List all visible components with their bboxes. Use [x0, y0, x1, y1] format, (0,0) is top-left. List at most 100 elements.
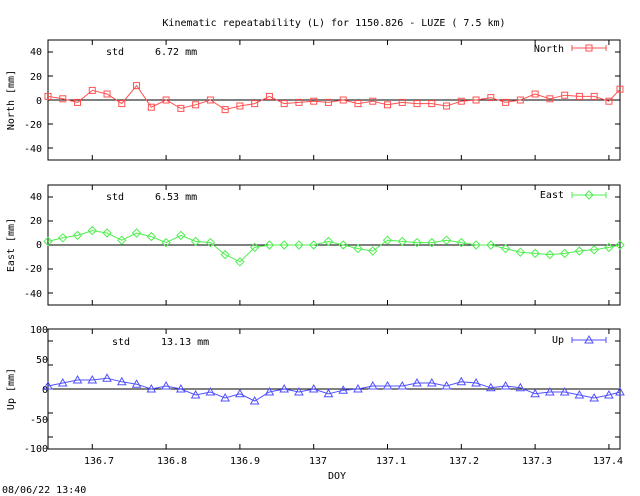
- north-data-point: [590, 92, 598, 100]
- x-tick-label: 136.7: [84, 456, 114, 467]
- east-data-point: [117, 235, 127, 245]
- north-data-point: [354, 100, 362, 108]
- east-data-point: [574, 246, 585, 256]
- east-data-point: [545, 249, 555, 260]
- up-data-point: [338, 385, 349, 394]
- up-data-point: [545, 386, 555, 396]
- up-data-point: [205, 386, 216, 396]
- up-data-point: [220, 392, 230, 402]
- north-data-point: [384, 101, 392, 109]
- north-data-point: [616, 85, 624, 93]
- up-data-point: [559, 386, 570, 396]
- east-data-point: [412, 237, 422, 248]
- up-data-point: [294, 386, 304, 396]
- y-tick-label: 0: [36, 96, 42, 107]
- east-data-point: [235, 257, 245, 267]
- east-data-point: [190, 236, 201, 247]
- up-data-point: [279, 383, 290, 393]
- north-data-point: [310, 97, 318, 105]
- east-data-point: [264, 240, 275, 250]
- east-legend-label: East: [540, 190, 564, 201]
- east-std-label: std: [106, 192, 124, 203]
- east-ylabel: East [mm]: [6, 218, 17, 272]
- up-data-point: [87, 374, 98, 384]
- north-data-point: [118, 100, 126, 108]
- north-data-point: [88, 86, 96, 94]
- up-y-ticks: 100 50 0 -50 -100: [24, 325, 48, 455]
- north-data-point: [561, 91, 569, 99]
- north-data-point: [251, 100, 259, 108]
- north-data-point: [605, 97, 613, 105]
- east-data-point: [515, 247, 526, 257]
- north-data-point: [59, 95, 67, 103]
- north-data-point: [162, 96, 170, 104]
- north-data-point: [295, 98, 303, 106]
- x-tick-label: 137: [309, 456, 327, 467]
- up-data-point: [367, 380, 378, 390]
- east-data-point: [205, 237, 216, 248]
- east-data-point: [338, 240, 348, 250]
- x-tick-label: 137.2: [449, 456, 479, 467]
- up-data-point: [397, 380, 408, 390]
- y-tick-label: -40: [24, 144, 42, 155]
- east-data-point: [220, 249, 230, 260]
- y-tick-label: -20: [24, 120, 42, 131]
- up-data-point: [131, 379, 142, 388]
- north-data-point: [147, 103, 155, 111]
- east-data-point: [382, 235, 393, 245]
- up-data-point: [382, 380, 393, 390]
- north-data-point: [44, 92, 52, 100]
- up-data-point: [264, 386, 275, 396]
- north-data-point: [398, 98, 406, 106]
- up-data-point: [323, 388, 334, 398]
- east-data-point: [176, 230, 186, 241]
- north-data-point: [516, 96, 524, 104]
- north-data-point: [339, 96, 347, 104]
- y-tick-label: 40: [30, 47, 42, 58]
- up-data-point: [441, 380, 452, 390]
- up-data-point: [615, 386, 625, 396]
- x-axis-label: DOY: [328, 471, 346, 482]
- north-series-line: [47, 84, 621, 111]
- y-tick-label: 100: [30, 325, 48, 336]
- north-data-point: [575, 92, 583, 100]
- east-data-point: [397, 236, 407, 247]
- north-ylabel: North [mm]: [6, 70, 17, 130]
- north-data-point: [265, 92, 273, 100]
- up-data-point: [116, 376, 127, 386]
- north-y-ticks: 40 20 0 -20 -40: [24, 47, 42, 155]
- north-std-value: 6.72 mm: [155, 47, 197, 58]
- north-data-point: [221, 106, 229, 114]
- north-data-point: [280, 100, 288, 108]
- east-data-point: [471, 240, 481, 250]
- up-data-point: [146, 383, 157, 393]
- up-legend-marker: [571, 334, 607, 344]
- north-data-point: [487, 94, 495, 102]
- north-data-point: [192, 101, 200, 109]
- east-data-point: [441, 235, 452, 245]
- east-data-point: [146, 231, 157, 242]
- north-data-point: [531, 90, 539, 98]
- north-data-point: [103, 90, 111, 98]
- up-data-point: [57, 377, 68, 387]
- north-data-point: [236, 102, 244, 110]
- up-data-point: [43, 380, 53, 390]
- east-data-point: [308, 240, 319, 250]
- y-tick-label: -100: [24, 444, 48, 455]
- plot-layer: [43, 40, 625, 449]
- up-std-value: 13.13 mm: [161, 337, 209, 348]
- east-data-point: [559, 248, 570, 259]
- east-data-point: [604, 242, 614, 253]
- east-data-point: [131, 228, 142, 238]
- north-data-point: [369, 97, 377, 105]
- up-data-point: [456, 376, 467, 386]
- x-tick-label: 136.9: [230, 456, 260, 467]
- east-data-point: [456, 237, 467, 248]
- north-data-point: [324, 98, 332, 106]
- east-y-ticks: 40 20 0 -20 -40: [24, 192, 42, 300]
- x-tick-label: 137.3: [522, 456, 552, 467]
- up-data-point: [249, 395, 260, 405]
- east-data-point: [102, 228, 112, 238]
- up-data-point: [353, 383, 363, 393]
